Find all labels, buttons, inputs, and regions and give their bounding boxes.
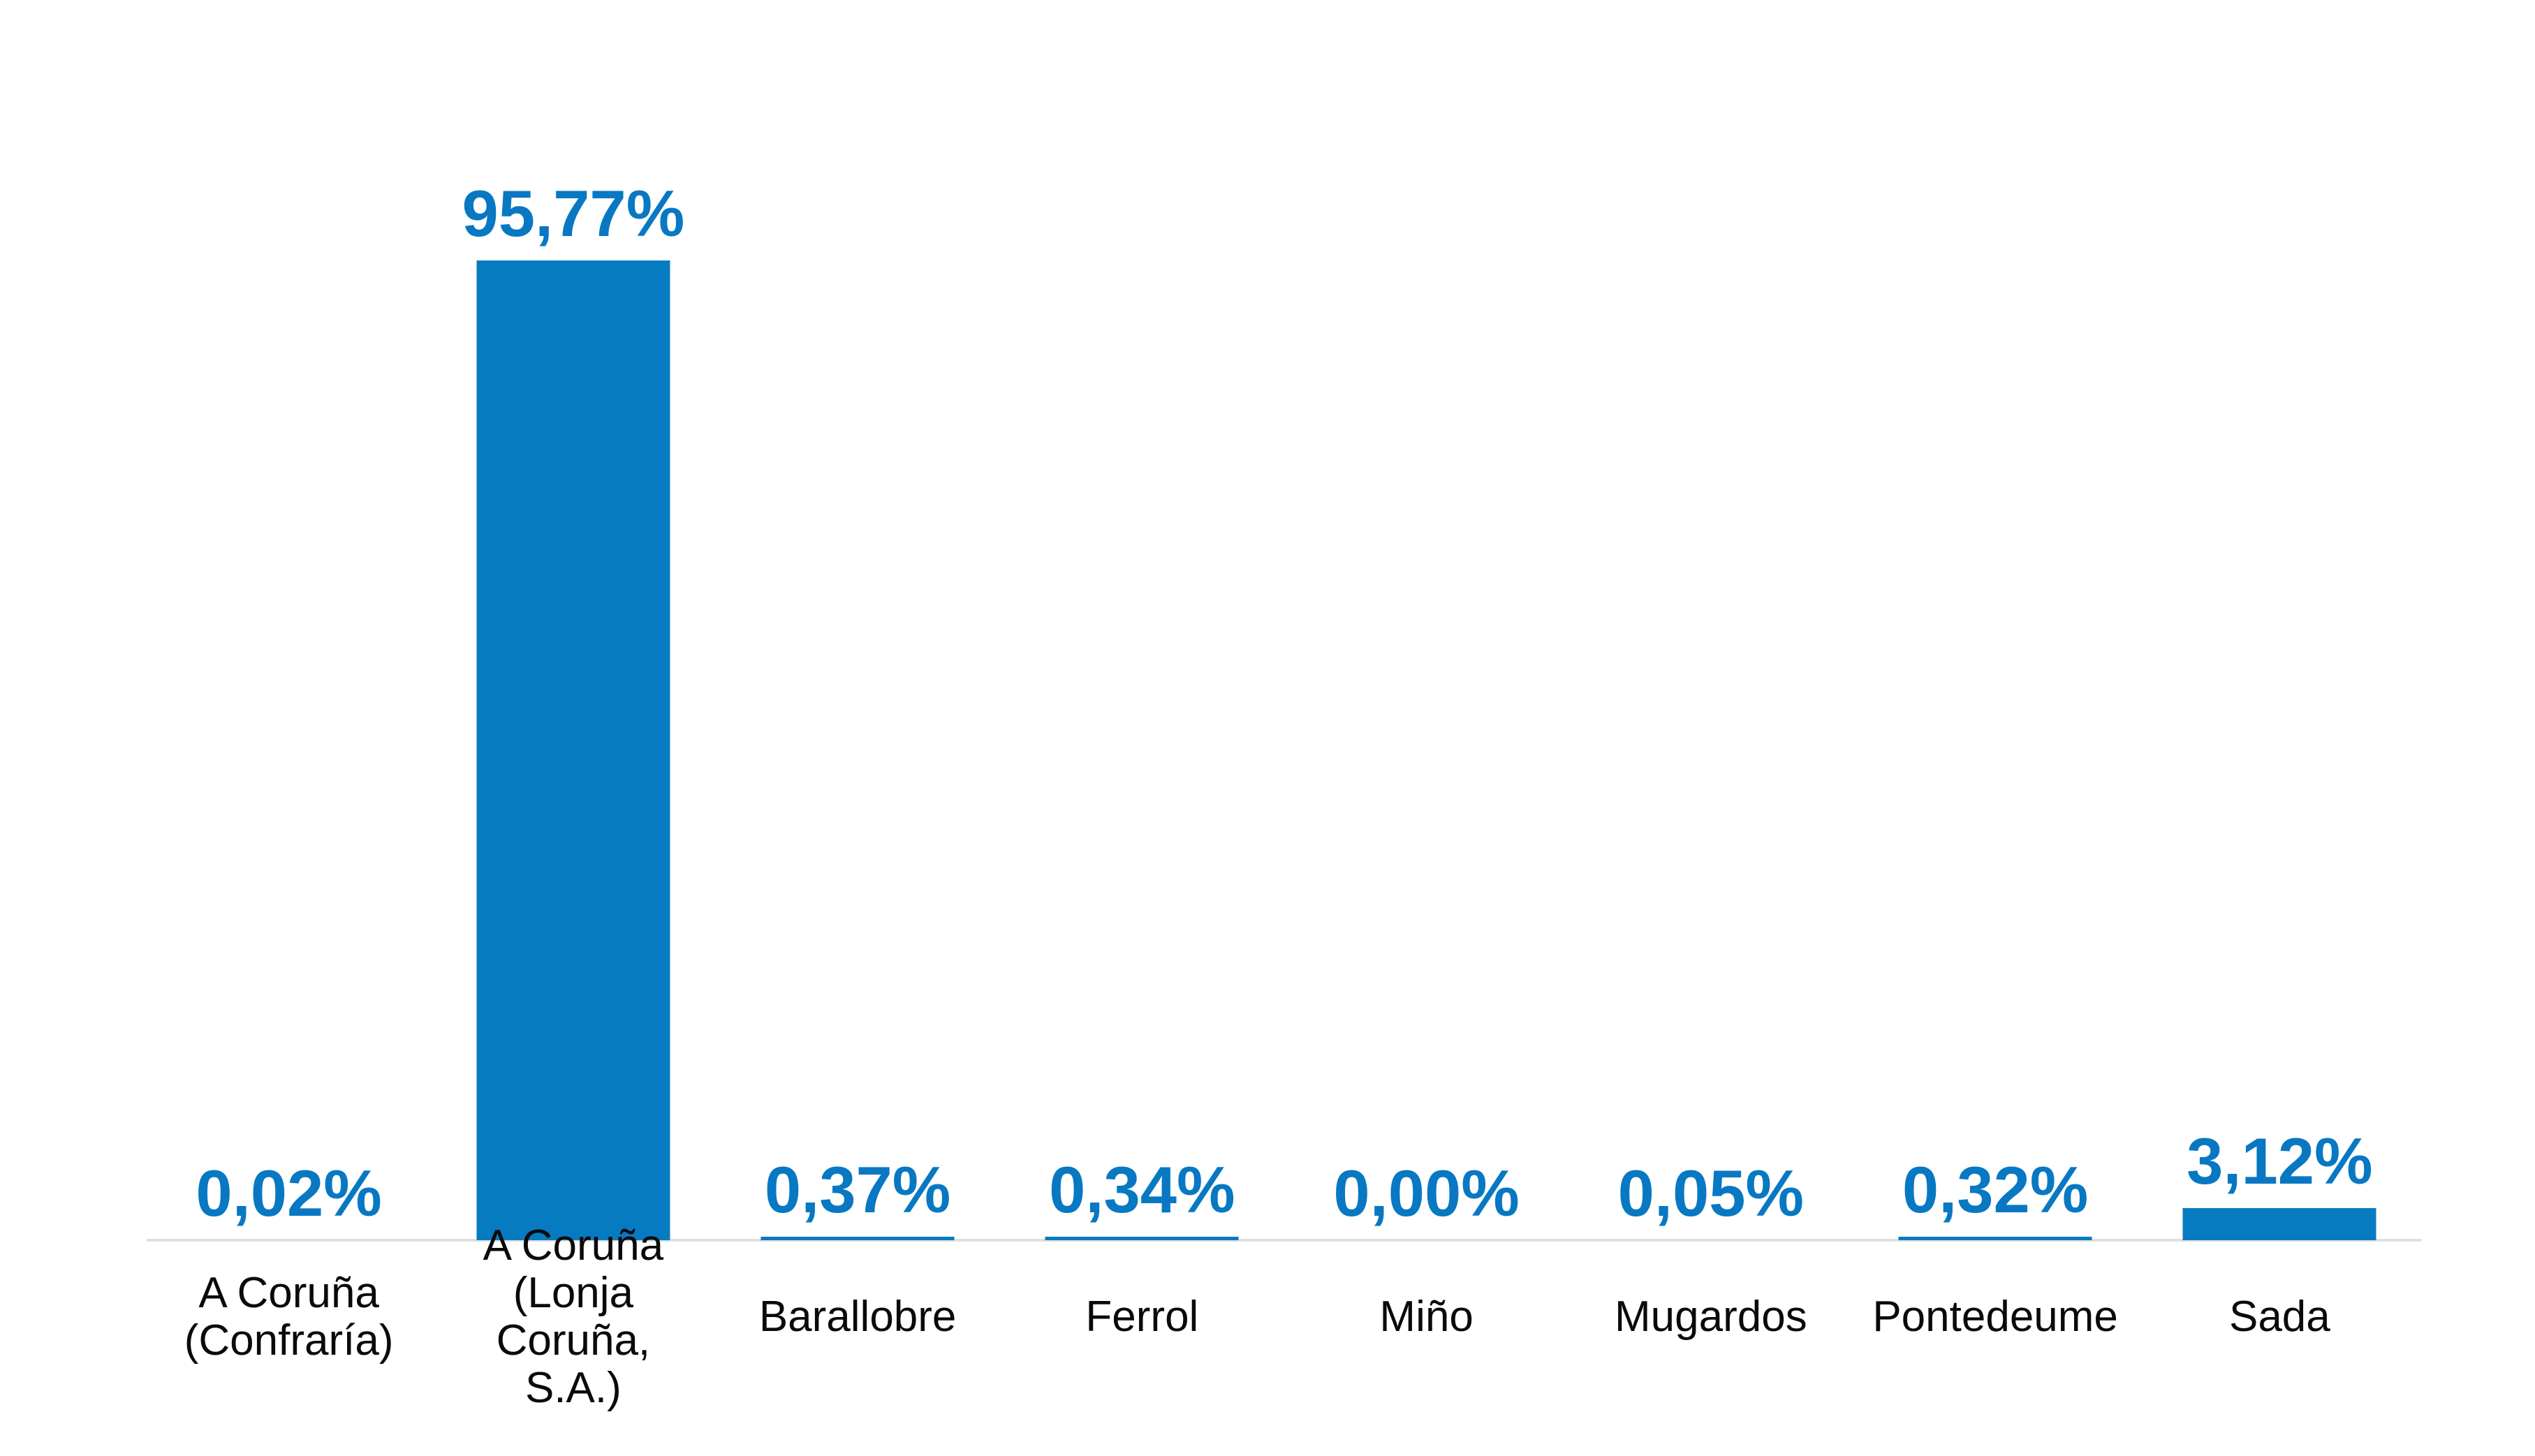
- bar-a-coruna-lonja-coruna-s-a[interactable]: [476, 260, 670, 1240]
- bar-group-barallobre: 0,37% Barallobre: [716, 0, 1000, 1456]
- value-label-a-coruna-lonja-coruna-s-a: 95,77%: [462, 177, 685, 250]
- value-label-a-coruna-confraria: 0,02%: [196, 1156, 382, 1230]
- category-label-a-coruna-lonja-coruna-s-a: A Coruña (Lonja Coruña, S.A.): [483, 1221, 664, 1412]
- category-label-ferrol: Ferrol: [1085, 1293, 1199, 1341]
- bar-sada[interactable]: [2182, 1208, 2376, 1240]
- value-label-pontedeume: 0,32%: [1902, 1153, 2089, 1227]
- bar-group-a-coruna-lonja-coruna-s-a: 95,77% A Coruña (Lonja Coruña, S.A.): [431, 0, 715, 1456]
- x-axis-line: [147, 1239, 2422, 1242]
- value-label-mugardos: 0,05%: [1617, 1156, 1805, 1230]
- category-label-barallobre: Barallobre: [758, 1293, 957, 1341]
- bar-barallobre[interactable]: [760, 1236, 955, 1240]
- category-label-a-coruna-confraria: A Coruña (Confraría): [184, 1269, 394, 1365]
- value-label-barallobre: 0,37%: [764, 1152, 951, 1226]
- bar-group-mino: 0,00% Miño: [1284, 0, 1568, 1456]
- bar-group-mugardos: 0,05% Mugardos: [1568, 0, 1853, 1456]
- value-label-sada: 3,12%: [2187, 1124, 2373, 1198]
- bar-pontedeume[interactable]: [1898, 1237, 2092, 1240]
- category-label-mino: Miño: [1379, 1293, 1474, 1341]
- category-label-mugardos: Mugardos: [1615, 1293, 1807, 1341]
- bar-group-pontedeume: 0,32% Pontedeume: [1853, 0, 2138, 1456]
- bar-group-sada: 3,12% Sada: [2138, 0, 2422, 1456]
- value-label-ferrol: 0,34%: [1049, 1153, 1235, 1227]
- category-label-pontedeume: Pontedeume: [1872, 1293, 2118, 1341]
- category-label-sada: Sada: [2228, 1293, 2330, 1341]
- bar-ferrol[interactable]: [1045, 1237, 1239, 1240]
- bar-group-a-coruna-confraria: 0,02% A Coruña (Confraría): [147, 0, 431, 1456]
- bar-group-ferrol: 0,34% Ferrol: [1000, 0, 1284, 1456]
- value-label-mino: 0,00%: [1333, 1156, 1520, 1230]
